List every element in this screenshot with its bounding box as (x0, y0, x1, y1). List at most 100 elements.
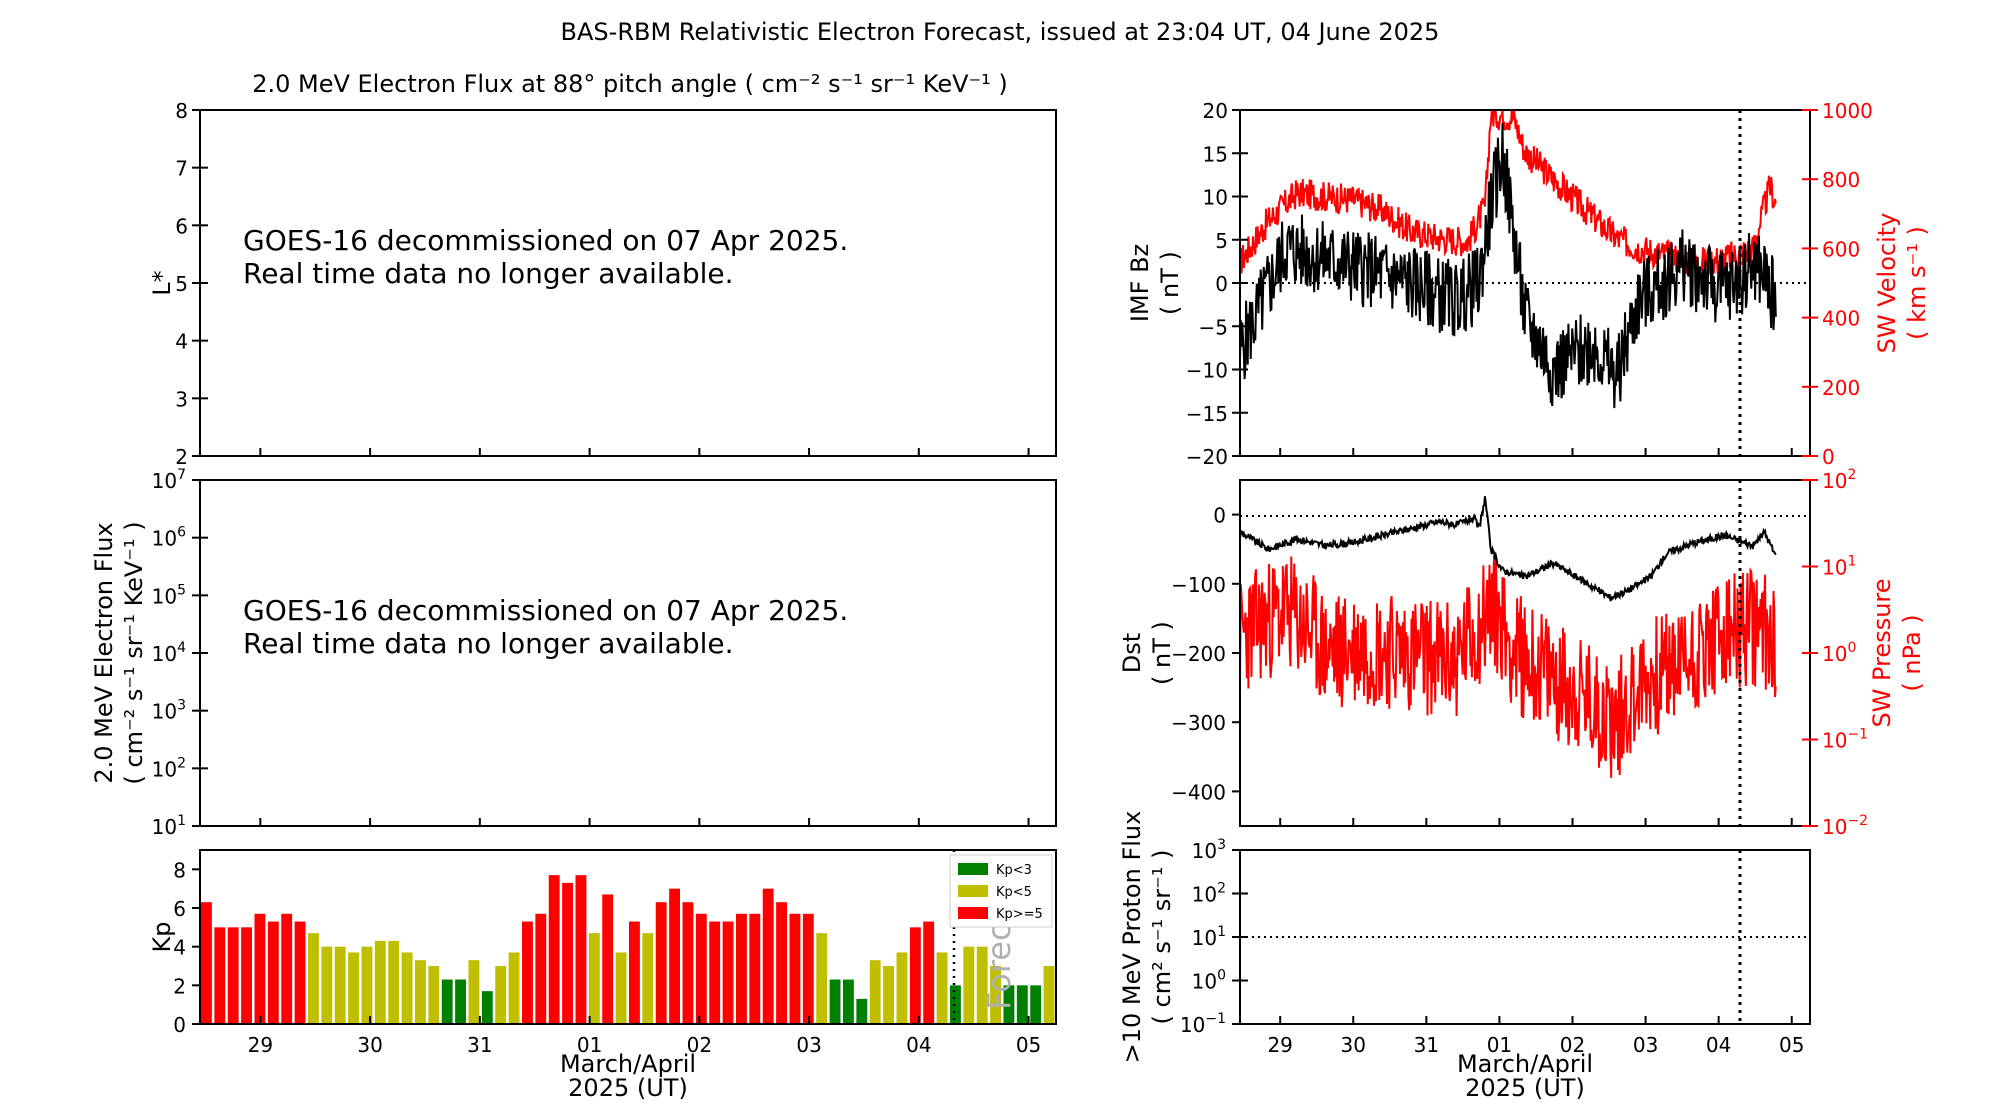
dst-ylabel-line-2: ( nT ) (1148, 621, 1176, 685)
imf-ytick-label-6: 10 (1203, 186, 1228, 210)
kp-legend-swatch-low (958, 863, 988, 875)
imf-right-ytick-label-2: 400 (1822, 307, 1860, 331)
kp-ylabel: Kp (148, 922, 176, 953)
kp-bar (374, 940, 386, 1024)
dst-ytick-label-0: −400 (1171, 780, 1226, 804)
kp-ytick-label-1: 2 (173, 974, 186, 998)
proton-xlabel-line-2: 2025 (UT) (1465, 1074, 1585, 1100)
proton-ytick-label-1: 100 (1192, 968, 1226, 994)
kp-legend: Kp<3 Kp<5 Kp>=5 (949, 854, 1053, 928)
dst-series (1239, 496, 1777, 778)
proton-ytick-label-3: 102 (1192, 881, 1226, 907)
kp-bar (802, 913, 814, 1024)
kp-xtick-label-2: 31 (467, 1033, 492, 1057)
lstar-y-axis: 2 3 4 5 6 7 8 (175, 99, 208, 469)
kp-bar (976, 946, 988, 1024)
imf-ytick-label-2: −10 (1186, 359, 1228, 383)
imf-right-ytick-label-5: 1000 (1822, 99, 1873, 123)
flux-ytick-label-1: 102 (152, 755, 186, 781)
kp-plot-frame (199, 849, 1057, 1025)
flux-ytick-label-3: 104 (152, 640, 186, 666)
lstar-ytick-label-5: 7 (175, 157, 188, 181)
lstar-title: 2.0 MeV Electron Flux at 88° pitch angle… (252, 70, 1008, 98)
flux-y-axis: 101 102 103 104 105 106 107 (152, 467, 208, 839)
kp-bar (201, 902, 212, 1024)
imf-series (1239, 109, 1777, 409)
flux-ylabel-line-2: ( cm⁻² s⁻¹ sr⁻¹ KeV⁻¹ ) (120, 521, 148, 784)
flux-ytick-label-2: 103 (152, 698, 186, 724)
imf-ylabel-right-line-2: ( km s⁻¹ ) (1903, 226, 1931, 340)
imf-ytick-label-1: −15 (1186, 402, 1228, 426)
sw-velocity-line (1239, 109, 1777, 277)
dst-ytick-label-2: −200 (1171, 642, 1226, 666)
proton-panel: 10−1 100 101 102 103 29 30 31 01 02 03 04 05 >10 Me… (1118, 811, 1811, 1102)
kp-xlabel-line-2: 2025 (UT) (568, 1074, 688, 1100)
proton-xtick-label-7: 05 (1779, 1033, 1804, 1057)
kp-bar (883, 966, 894, 1024)
lstar-message-line-2: Real time data no longer available. (243, 257, 734, 290)
dst-right-ytick-label-0: 10−2 (1822, 813, 1868, 839)
flux-ytick-label-6: 107 (152, 467, 186, 493)
proton-xtick-label-2: 31 (1414, 1033, 1439, 1057)
kp-bar (615, 952, 627, 1024)
kp-bar (468, 960, 480, 1024)
kp-bar (709, 921, 721, 1024)
kp-bar (749, 913, 761, 1024)
kp-bar (1016, 985, 1028, 1024)
lstar-panel: 2.0 MeV Electron Flux at 88° pitch angle… (148, 70, 1057, 469)
proton-xtick-label-6: 04 (1706, 1033, 1731, 1057)
kp-legend-swatch-mid (958, 885, 988, 897)
kp-bar (428, 966, 440, 1024)
kp-bar (856, 998, 868, 1024)
lstar-ytick-label-2: 4 (175, 330, 188, 354)
kp-bar (950, 985, 961, 1024)
kp-bar (762, 888, 774, 1024)
kp-bar (695, 913, 707, 1024)
lstar-ytick-label-3: 5 (175, 272, 188, 296)
kp-bar (869, 960, 881, 1024)
kp-bar (548, 875, 560, 1024)
kp-bar (909, 927, 921, 1024)
kp-bar (990, 966, 1001, 1024)
kp-ytick-label-3: 6 (173, 897, 186, 921)
kp-bar (655, 902, 667, 1024)
flux-ytick-label-4: 105 (152, 582, 186, 608)
imf-right-ytick-label-3: 600 (1822, 237, 1860, 261)
imf-ytick-label-5: 5 (1215, 229, 1228, 253)
kp-legend-label-mid: Kp<5 (996, 885, 1032, 900)
dst-right-ytick-label-3: 101 (1822, 554, 1856, 580)
kp-bar (1043, 966, 1055, 1024)
kp-legend-label-high: Kp>=5 (996, 907, 1043, 922)
kp-xtick-label-0: 29 (248, 1033, 273, 1057)
lstar-message-line-1: GOES-16 decommissioned on 07 Apr 2025. (243, 224, 848, 257)
imf-ytick-label-7: 15 (1203, 142, 1228, 166)
kp-bar (508, 952, 520, 1024)
kp-x-axis: 29 30 31 01 02 03 04 05 (248, 1016, 1041, 1057)
imf-right-ytick-label-0: 0 (1822, 445, 1835, 469)
kp-bar (682, 902, 694, 1024)
imf-y-axis-left: −20 −15 −10 −5 0 5 10 15 20 (1186, 99, 1248, 469)
kp-ytick-label-0: 0 (173, 1013, 186, 1037)
proton-ylabel-line-2: ( cm² s⁻¹ sr⁻¹ ) (1148, 850, 1176, 1025)
kp-bar (588, 933, 600, 1024)
lstar-x-tickmarks (259, 448, 1030, 456)
proton-ylabel-line-1: >10 MeV Proton Flux (1118, 811, 1146, 1064)
kp-ytick-label-4: 8 (173, 858, 186, 882)
proton-ytick-label-2: 101 (1192, 924, 1226, 950)
imf-right-ytick-label-1: 200 (1822, 376, 1860, 400)
proton-ytick-label-4: 103 (1192, 837, 1226, 863)
proton-xtick-label-5: 03 (1633, 1033, 1658, 1057)
kp-bar (415, 960, 426, 1024)
kp-xtick-label-5: 03 (796, 1033, 821, 1057)
proton-xtick-label-4: 02 (1560, 1033, 1585, 1057)
kp-bar (963, 946, 975, 1024)
flux-message-line-1: GOES-16 decommissioned on 07 Apr 2025. (243, 594, 848, 627)
lstar-ytick-label-0: 2 (175, 445, 188, 469)
kp-bar (829, 979, 841, 1024)
proton-xtick-label-3: 01 (1487, 1033, 1512, 1057)
kp-legend-label-low: Kp<3 (996, 863, 1032, 878)
kp-bar (254, 913, 266, 1024)
kp-bar (455, 979, 466, 1024)
imf-y-axis-right: 0 200 400 600 800 1000 (1802, 99, 1873, 469)
